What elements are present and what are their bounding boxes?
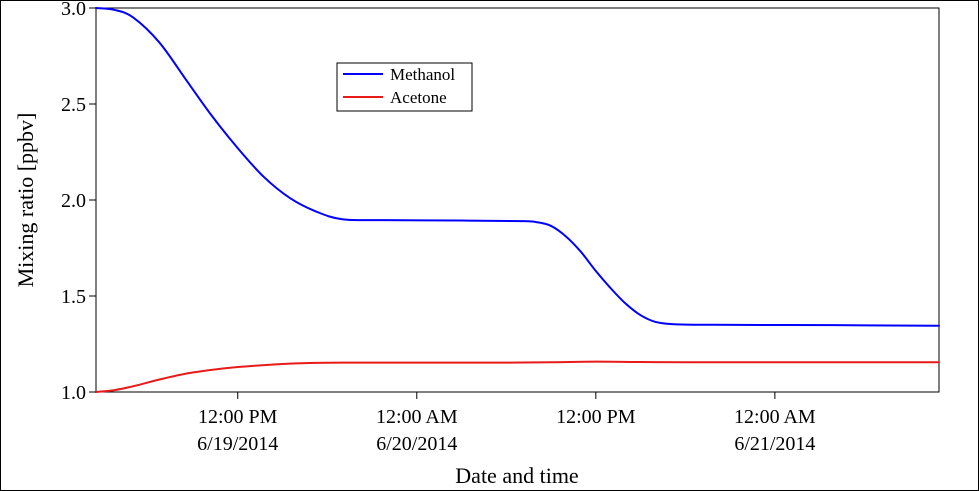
legend-box [336,62,473,112]
x-tick-label-date: 6/19/2014 [197,433,278,455]
series-line-methanol [95,7,940,327]
legend-label-acetone: Acetone [390,88,447,107]
x-tick-label-time: 12:00 AM [734,406,816,428]
x-tick-label-time: 12:00 PM [556,406,636,428]
legend: Methanol Acetone [336,62,473,112]
y-tick-label: 1.5 [61,286,86,308]
y-tick-label: 2.5 [61,94,86,116]
x-tick-label-time: 12:00 AM [376,406,458,428]
legend-label-methanol: Methanol [390,65,455,84]
x-axis-ticks: 12:00 PM 6/19/2014 12:00 AM 6/20/2014 12:00 … [197,392,816,455]
x-axis-title: Date and time [455,463,578,488]
series-line-acetone [95,360,940,393]
series-layer [95,7,940,393]
y-tick-label: 1.0 [61,382,86,404]
x-tick-label-date: 6/20/2014 [376,433,457,455]
y-axis-title: Mixing ratio [ppbv] [13,113,38,288]
y-tick-label: 3.0 [61,0,86,20]
x-tick-label-time: 12:00 PM [198,406,278,428]
y-tick-label: 2.0 [61,190,86,212]
y-axis-ticks: 1.0 1.5 2.0 2.5 3.0 [61,0,96,404]
x-tick-label-date: 6/21/2014 [734,433,815,455]
